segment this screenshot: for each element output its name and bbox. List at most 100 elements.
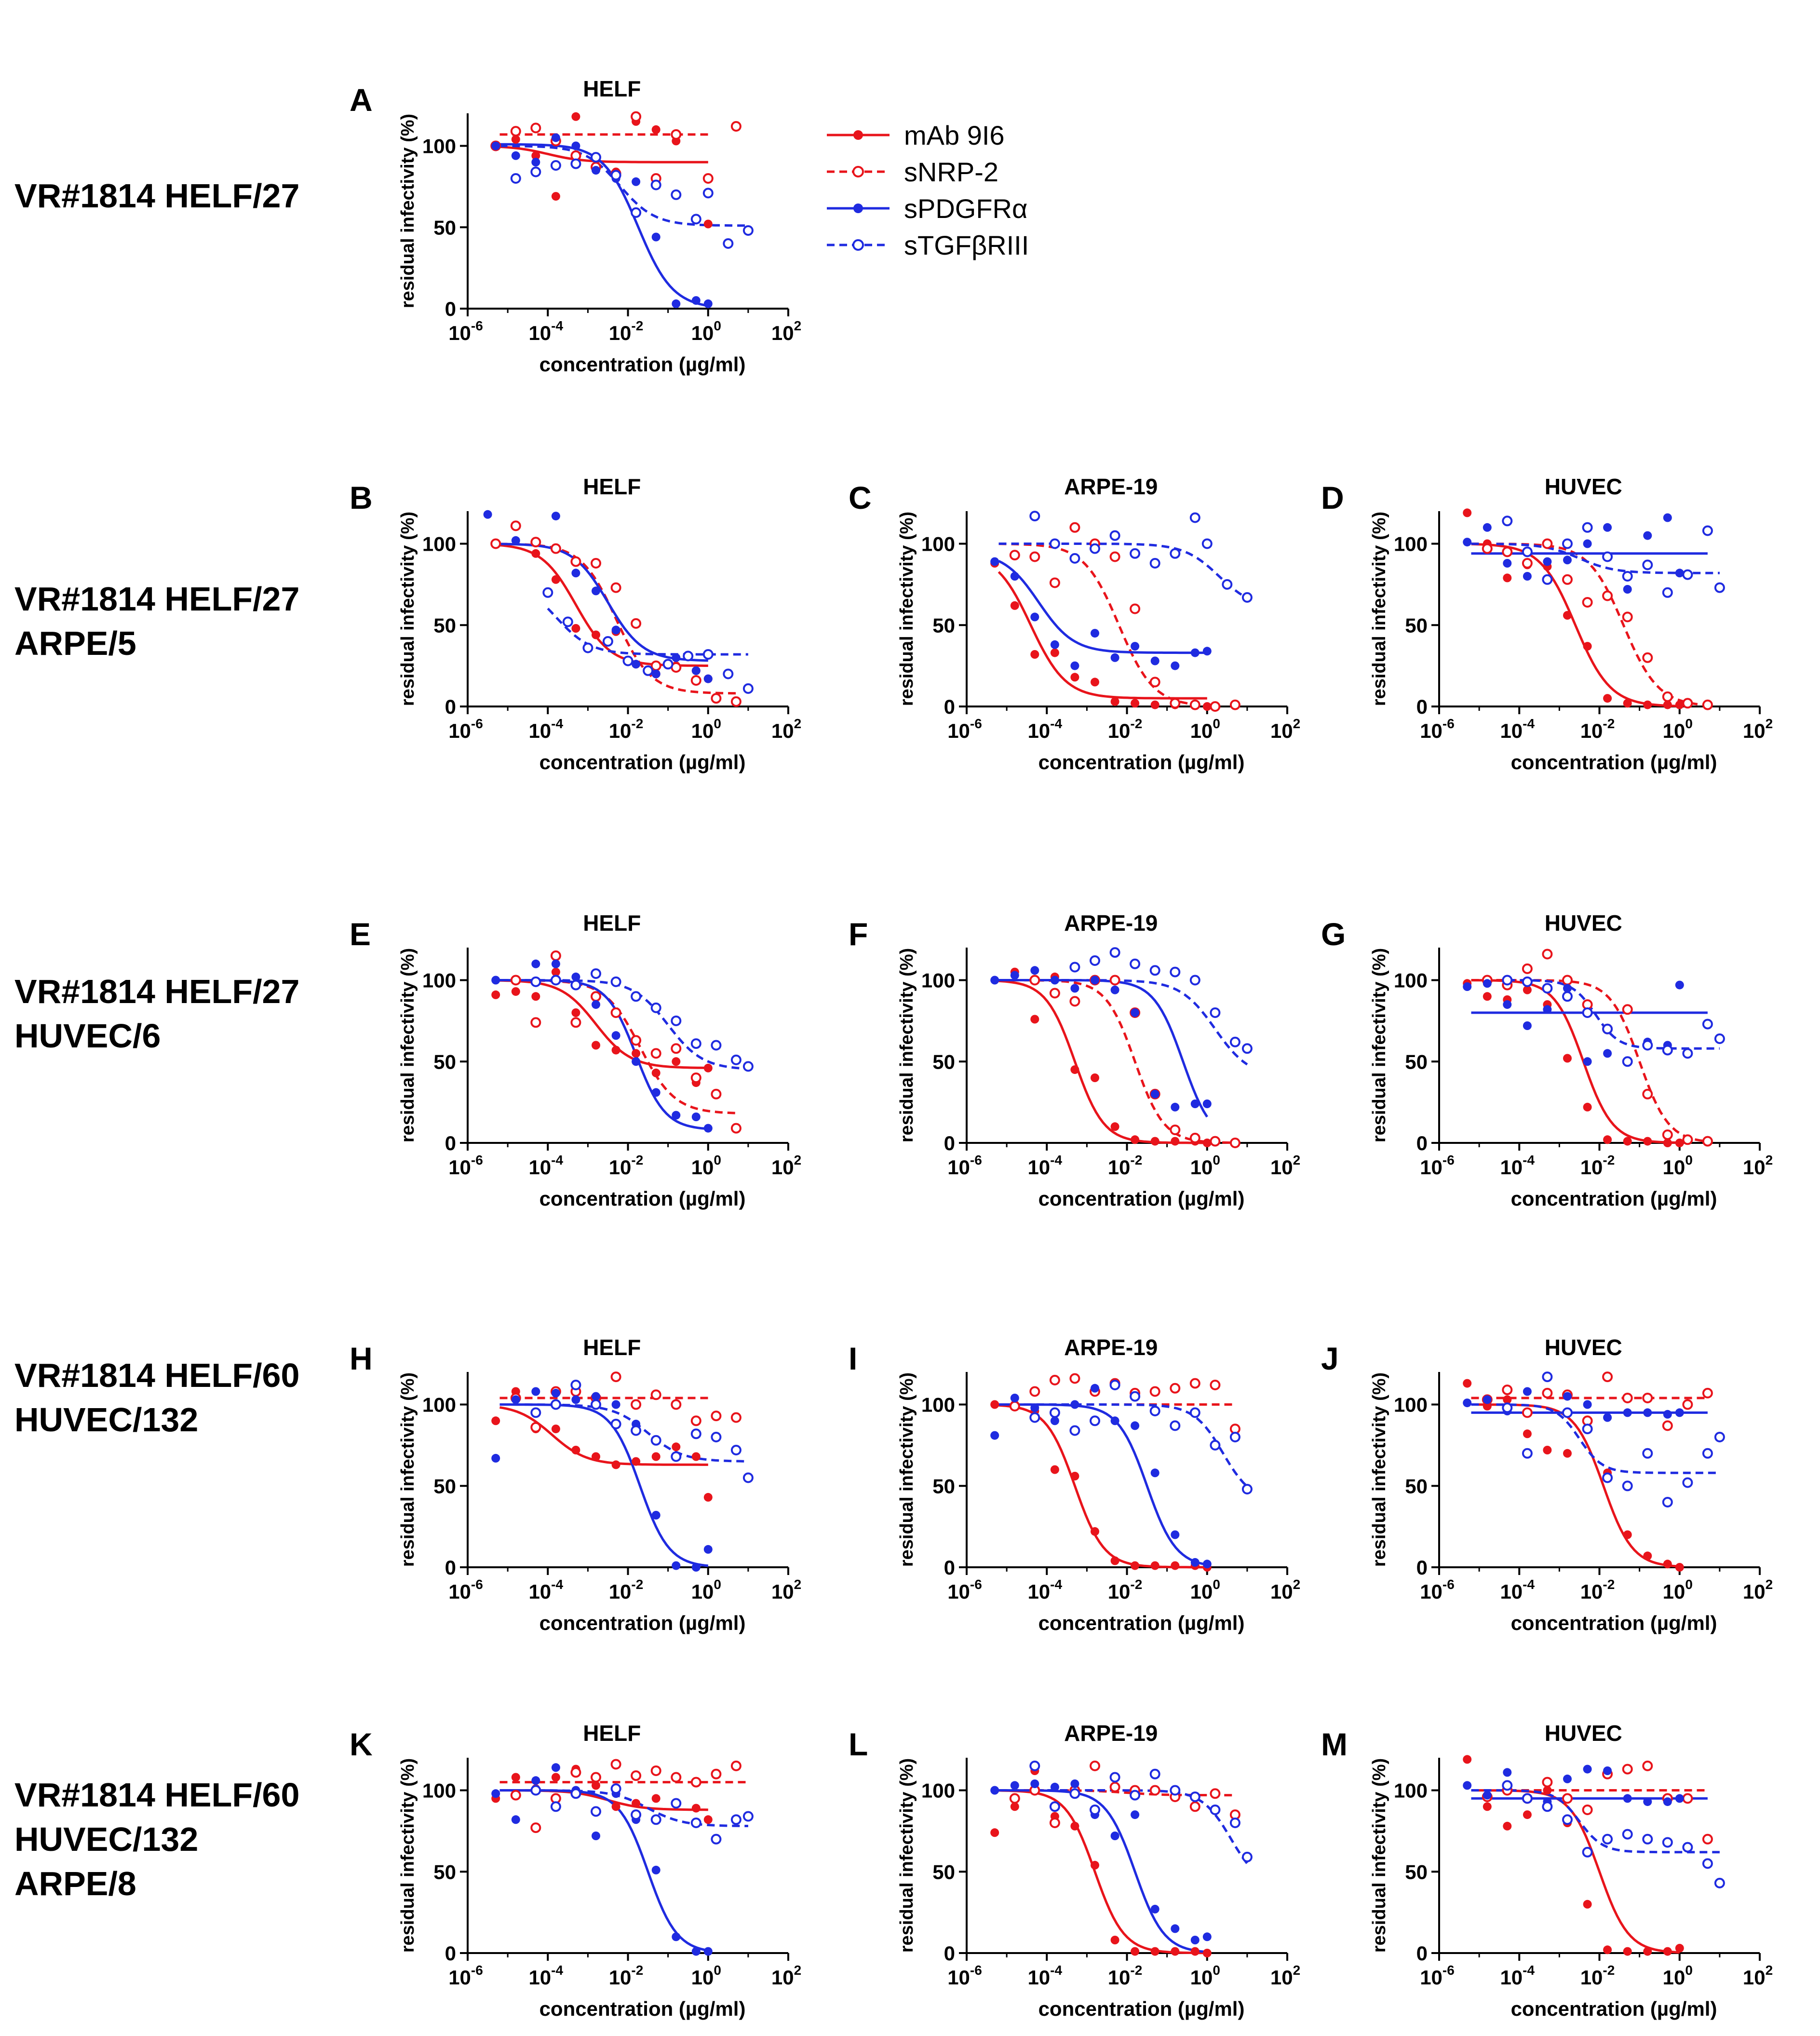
- x-tick-exponent: -6: [1443, 1963, 1455, 1978]
- data-point: [1131, 1421, 1140, 1430]
- data-point: [1070, 1472, 1079, 1480]
- y-tick-label: 0: [944, 1556, 955, 1579]
- data-point: [1522, 963, 1533, 974]
- row-label-line: ARPE/5: [14, 624, 136, 662]
- data-point: [1029, 975, 1040, 986]
- data-point: [671, 1399, 682, 1410]
- data-point: [1483, 1791, 1492, 1800]
- data-point: [990, 1431, 999, 1440]
- data-point: [651, 1452, 661, 1461]
- data-point: [1542, 574, 1553, 585]
- data-point: [1010, 971, 1019, 980]
- data-point: [990, 1400, 999, 1409]
- data-point: [1623, 1947, 1632, 1956]
- data-point: [531, 151, 540, 160]
- y-tick-label: 100: [1394, 1394, 1428, 1416]
- curve-spdgfr-: [499, 143, 709, 307]
- data-point: [571, 972, 580, 981]
- x-tick-exponent: -4: [1050, 1153, 1062, 1167]
- data-point: [571, 1446, 580, 1454]
- data-point: [571, 569, 580, 578]
- x-tick-label: 10-4: [1500, 1153, 1535, 1179]
- panel-title: HELF: [583, 1721, 641, 1746]
- y-axis-label: residual infectivity (%): [398, 948, 418, 1142]
- data-point: [1662, 1420, 1673, 1431]
- x-tick-exponent: -4: [551, 1963, 563, 1978]
- data-point: [1210, 1788, 1221, 1799]
- data-point: [611, 1802, 620, 1811]
- x-tick-label: 100: [1663, 1577, 1693, 1603]
- data-point: [650, 1048, 661, 1059]
- x-tick-label: 10-4: [1027, 1153, 1062, 1179]
- data-point: [1642, 559, 1653, 570]
- data-point: [610, 170, 621, 181]
- data-point: [711, 693, 722, 704]
- data-point: [491, 141, 500, 150]
- data-point: [1050, 976, 1059, 985]
- data-point: [1009, 1793, 1020, 1804]
- data-point: [691, 666, 701, 675]
- curve-mab-9i6: [499, 544, 708, 667]
- data-point: [1642, 1760, 1653, 1771]
- data-point: [1662, 587, 1673, 598]
- curve-spdgfr-: [998, 560, 1207, 654]
- y-axis-label: residual infectivity (%): [1369, 948, 1389, 1142]
- data-point: [570, 979, 581, 991]
- data-point: [1543, 1786, 1552, 1795]
- data-point: [1069, 1373, 1080, 1384]
- data-point: [1543, 1446, 1552, 1454]
- x-tick-label: 100: [1190, 716, 1220, 742]
- data-point: [1049, 1374, 1060, 1385]
- data-point: [990, 557, 999, 566]
- x-axis-label: concentration (µg/ml): [539, 1997, 746, 2020]
- data-point: [510, 126, 521, 137]
- data-point: [1170, 548, 1181, 559]
- data-point: [1131, 1008, 1140, 1017]
- data-point: [691, 296, 701, 305]
- data-point: [570, 1767, 581, 1778]
- x-tick-exponent: 2: [1293, 1153, 1301, 1167]
- data-point: [742, 1811, 754, 1822]
- data-point: [1602, 1472, 1613, 1483]
- x-tick-exponent: -6: [471, 716, 483, 731]
- panel-G: G HUVEC 0 50 100 10-6 10-4 10-2 100 102 residual i…: [1321, 910, 1773, 1210]
- data-point: [1602, 1023, 1613, 1034]
- data-point: [1542, 1777, 1553, 1788]
- data-point: [643, 665, 654, 676]
- data-point: [690, 675, 701, 686]
- data-point: [1210, 1136, 1221, 1147]
- x-tick-exponent: 2: [1766, 1963, 1773, 1978]
- data-point: [1090, 1415, 1100, 1426]
- x-tick-label: 100: [1190, 1153, 1220, 1179]
- x-tick-exponent: -6: [471, 1577, 483, 1592]
- data-point: [1090, 955, 1100, 966]
- data-point: [1622, 1829, 1633, 1840]
- curve-snrp-2: [998, 979, 1235, 1144]
- legend-label: sNRP-2: [904, 157, 998, 187]
- data-point: [1190, 1936, 1200, 1944]
- data-point: [1503, 1821, 1512, 1831]
- data-point: [551, 192, 560, 201]
- data-point: [1109, 1772, 1120, 1783]
- data-point: [702, 649, 714, 660]
- data-point: [1643, 700, 1652, 709]
- data-point: [672, 1561, 681, 1570]
- data-point: [1229, 1036, 1240, 1047]
- data-point: [510, 173, 521, 184]
- data-point: [1150, 1904, 1159, 1914]
- x-tick-exponent: 0: [714, 1963, 721, 1978]
- data-point: [1070, 984, 1079, 993]
- x-axis-label: concentration (µg/ml): [1038, 751, 1245, 774]
- data-point: [1189, 1792, 1200, 1802]
- data-point: [551, 1388, 560, 1398]
- data-point: [1030, 966, 1039, 975]
- data-point: [1130, 1790, 1141, 1801]
- data-point: [1210, 701, 1221, 712]
- data-point: [1643, 1137, 1652, 1146]
- data-point: [1049, 538, 1060, 549]
- row-label-line: VR#1814 HELF/27: [14, 973, 300, 1010]
- data-point: [1070, 1779, 1079, 1788]
- data-point: [1131, 642, 1140, 651]
- data-point: [1202, 1099, 1212, 1108]
- data-point: [1583, 642, 1592, 651]
